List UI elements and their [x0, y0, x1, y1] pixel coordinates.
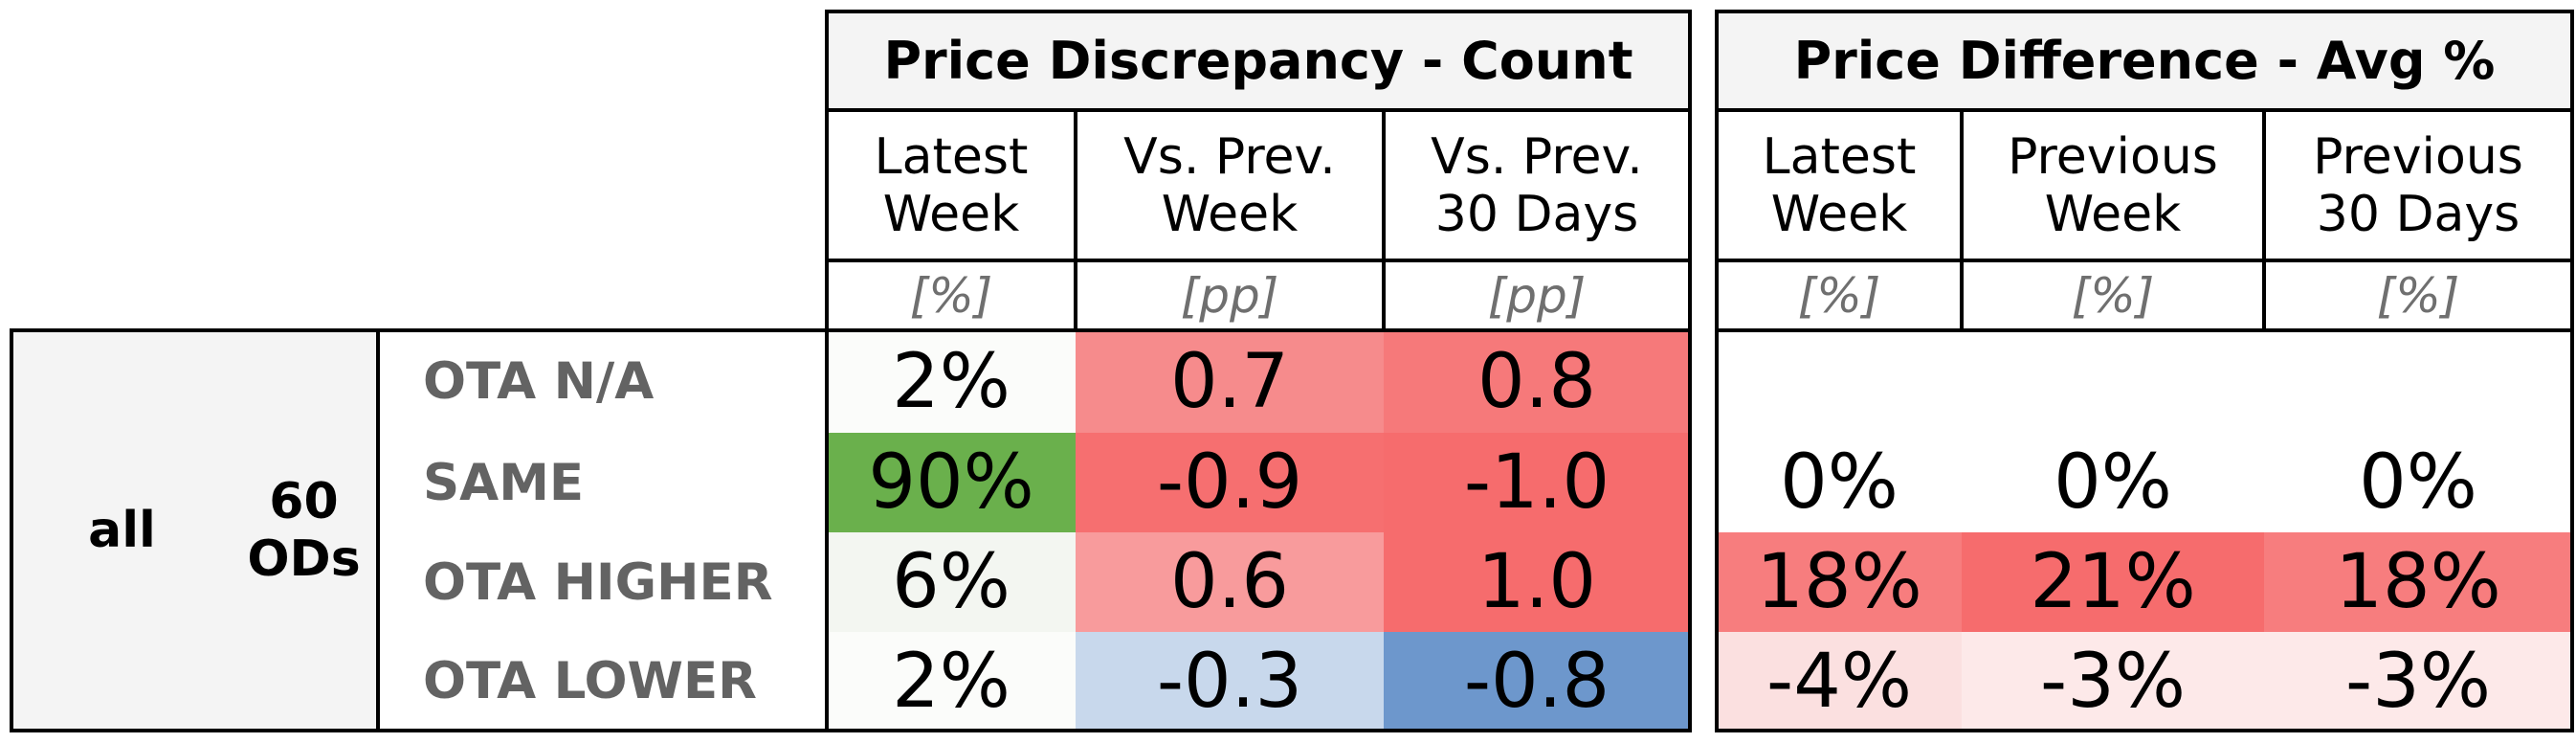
- avg-cell: 18%: [1717, 532, 1962, 632]
- divider: [376, 330, 380, 731]
- divider: [1717, 108, 2572, 112]
- group-border: [1715, 10, 2574, 732]
- count-cell: -1.0: [1384, 433, 1690, 532]
- avg-cell: 18%: [2264, 532, 2572, 632]
- avg-cell: [1962, 330, 2264, 433]
- od-count-label: 60 ODs: [247, 473, 361, 588]
- avg-cell: 0%: [2264, 433, 2572, 532]
- avg-cell: 21%: [1962, 532, 2264, 632]
- row-label: OTA N/A: [423, 352, 655, 411]
- count-cell: -0.9: [1076, 433, 1384, 532]
- avg-cell: -3%: [2264, 632, 2572, 731]
- column-header: Previous Week: [2008, 127, 2218, 243]
- count-cell: -0.3: [1076, 632, 1384, 731]
- divider: [2262, 110, 2266, 330]
- count-cell: 2%: [827, 632, 1076, 731]
- avg-cell: -4%: [1717, 632, 1962, 731]
- column-header: Latest Week: [1762, 127, 1917, 243]
- segment-label: all: [88, 502, 156, 559]
- column-unit: [%]: [2376, 267, 2460, 324]
- divider: [1717, 328, 2572, 332]
- row-label: OTA LOWER: [423, 652, 757, 710]
- divider: [827, 259, 1690, 262]
- divider: [1382, 110, 1386, 330]
- divider: [1717, 259, 2572, 262]
- column-unit: [%]: [1797, 267, 1881, 324]
- row-label: OTA HIGHER: [423, 552, 773, 612]
- count-cell: 6%: [827, 532, 1076, 632]
- body-border: [10, 328, 1692, 732]
- count-cell: 0.6: [1076, 532, 1384, 632]
- column-header: Latest Week: [874, 127, 1029, 243]
- avg-cell: -3%: [1962, 632, 2264, 731]
- column-header: Vs. Prev. Week: [1123, 127, 1336, 243]
- avg-cell: [1717, 330, 1962, 433]
- group-title: Price Discrepancy - Count: [827, 11, 1690, 110]
- row-label: SAME: [423, 453, 585, 512]
- avg-cell: 0%: [1962, 433, 2264, 532]
- avg-cell: [2264, 330, 2572, 433]
- column-unit: [%]: [909, 267, 993, 324]
- divider: [1960, 110, 1964, 330]
- count-cell: -0.8: [1384, 632, 1690, 731]
- divider: [827, 108, 1690, 112]
- count-cell: 90%: [827, 433, 1076, 532]
- count-cell: 0.7: [1076, 330, 1384, 433]
- count-cell: 1.0: [1384, 532, 1690, 632]
- segment-box: [11, 330, 378, 731]
- avg-cell: 0%: [1717, 433, 1962, 532]
- column-header: Vs. Prev. 30 Days: [1431, 127, 1643, 243]
- column-unit: [%]: [2071, 267, 2155, 324]
- column-unit: [pp]: [1487, 267, 1587, 324]
- column-header: Previous 30 Days: [2313, 127, 2523, 243]
- column-unit: [pp]: [1180, 267, 1279, 324]
- group-title: Price Difference - Avg %: [1717, 11, 2572, 110]
- count-cell: 0.8: [1384, 330, 1690, 433]
- count-cell: 2%: [827, 330, 1076, 433]
- divider: [1074, 110, 1077, 330]
